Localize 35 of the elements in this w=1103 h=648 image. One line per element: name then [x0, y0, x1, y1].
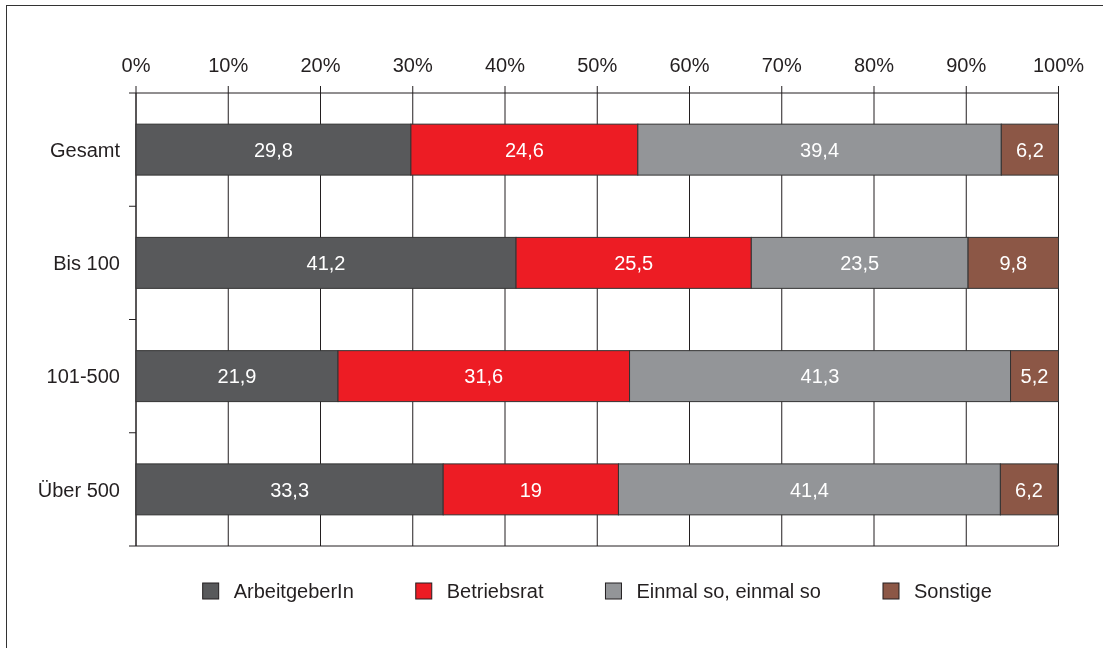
data-label: 33,3 [270, 478, 310, 501]
data-label: 29,8 [253, 138, 293, 161]
x-tick-label: 20% [300, 54, 341, 76]
data-label: 6,2 [1016, 138, 1044, 161]
x-tick-label: 40% [484, 54, 526, 76]
data-label: 21,9 [217, 365, 257, 388]
data-label: 39,4 [800, 138, 840, 161]
data-label: 31,6 [464, 365, 504, 388]
data-label: 41,4 [789, 478, 829, 501]
data-label: 5,2 [1020, 365, 1049, 388]
y-tick-label: 101-500 [46, 365, 120, 388]
data-label: 9,8 [999, 252, 1028, 275]
data-label: 6,2 [1015, 478, 1043, 501]
x-tick-label: 30% [392, 54, 433, 76]
data-label: 41,2 [306, 252, 346, 275]
x-tick-label: 0% [121, 54, 151, 76]
x-tick-label: 10% [208, 54, 249, 76]
x-tick-label: 80% [853, 54, 895, 76]
data-label: 41,3 [800, 365, 840, 388]
y-tick-label: Gesamt [49, 138, 121, 161]
data-label: 25,5 [614, 252, 654, 275]
data-label: 23,5 [840, 252, 880, 275]
legend-label: Sonstige [913, 580, 992, 603]
legend-label: Betriebsrat [446, 580, 544, 603]
y-tick-label: Bis 100 [53, 252, 120, 275]
x-tick-label: 70% [761, 54, 802, 76]
y-tick-label: Über 500 [37, 478, 120, 501]
legend-label: ArbeitgeberIn [233, 580, 354, 603]
x-tick-label: 90% [946, 54, 987, 76]
x-tick-label: 60% [669, 54, 710, 76]
x-tick-label: 100% [1032, 54, 1085, 76]
legend-label: Einmal so, einmal so [636, 580, 821, 603]
x-tick-label: 50% [577, 54, 618, 76]
data-label: 24,6 [504, 138, 544, 161]
data-label: 19 [519, 478, 542, 501]
